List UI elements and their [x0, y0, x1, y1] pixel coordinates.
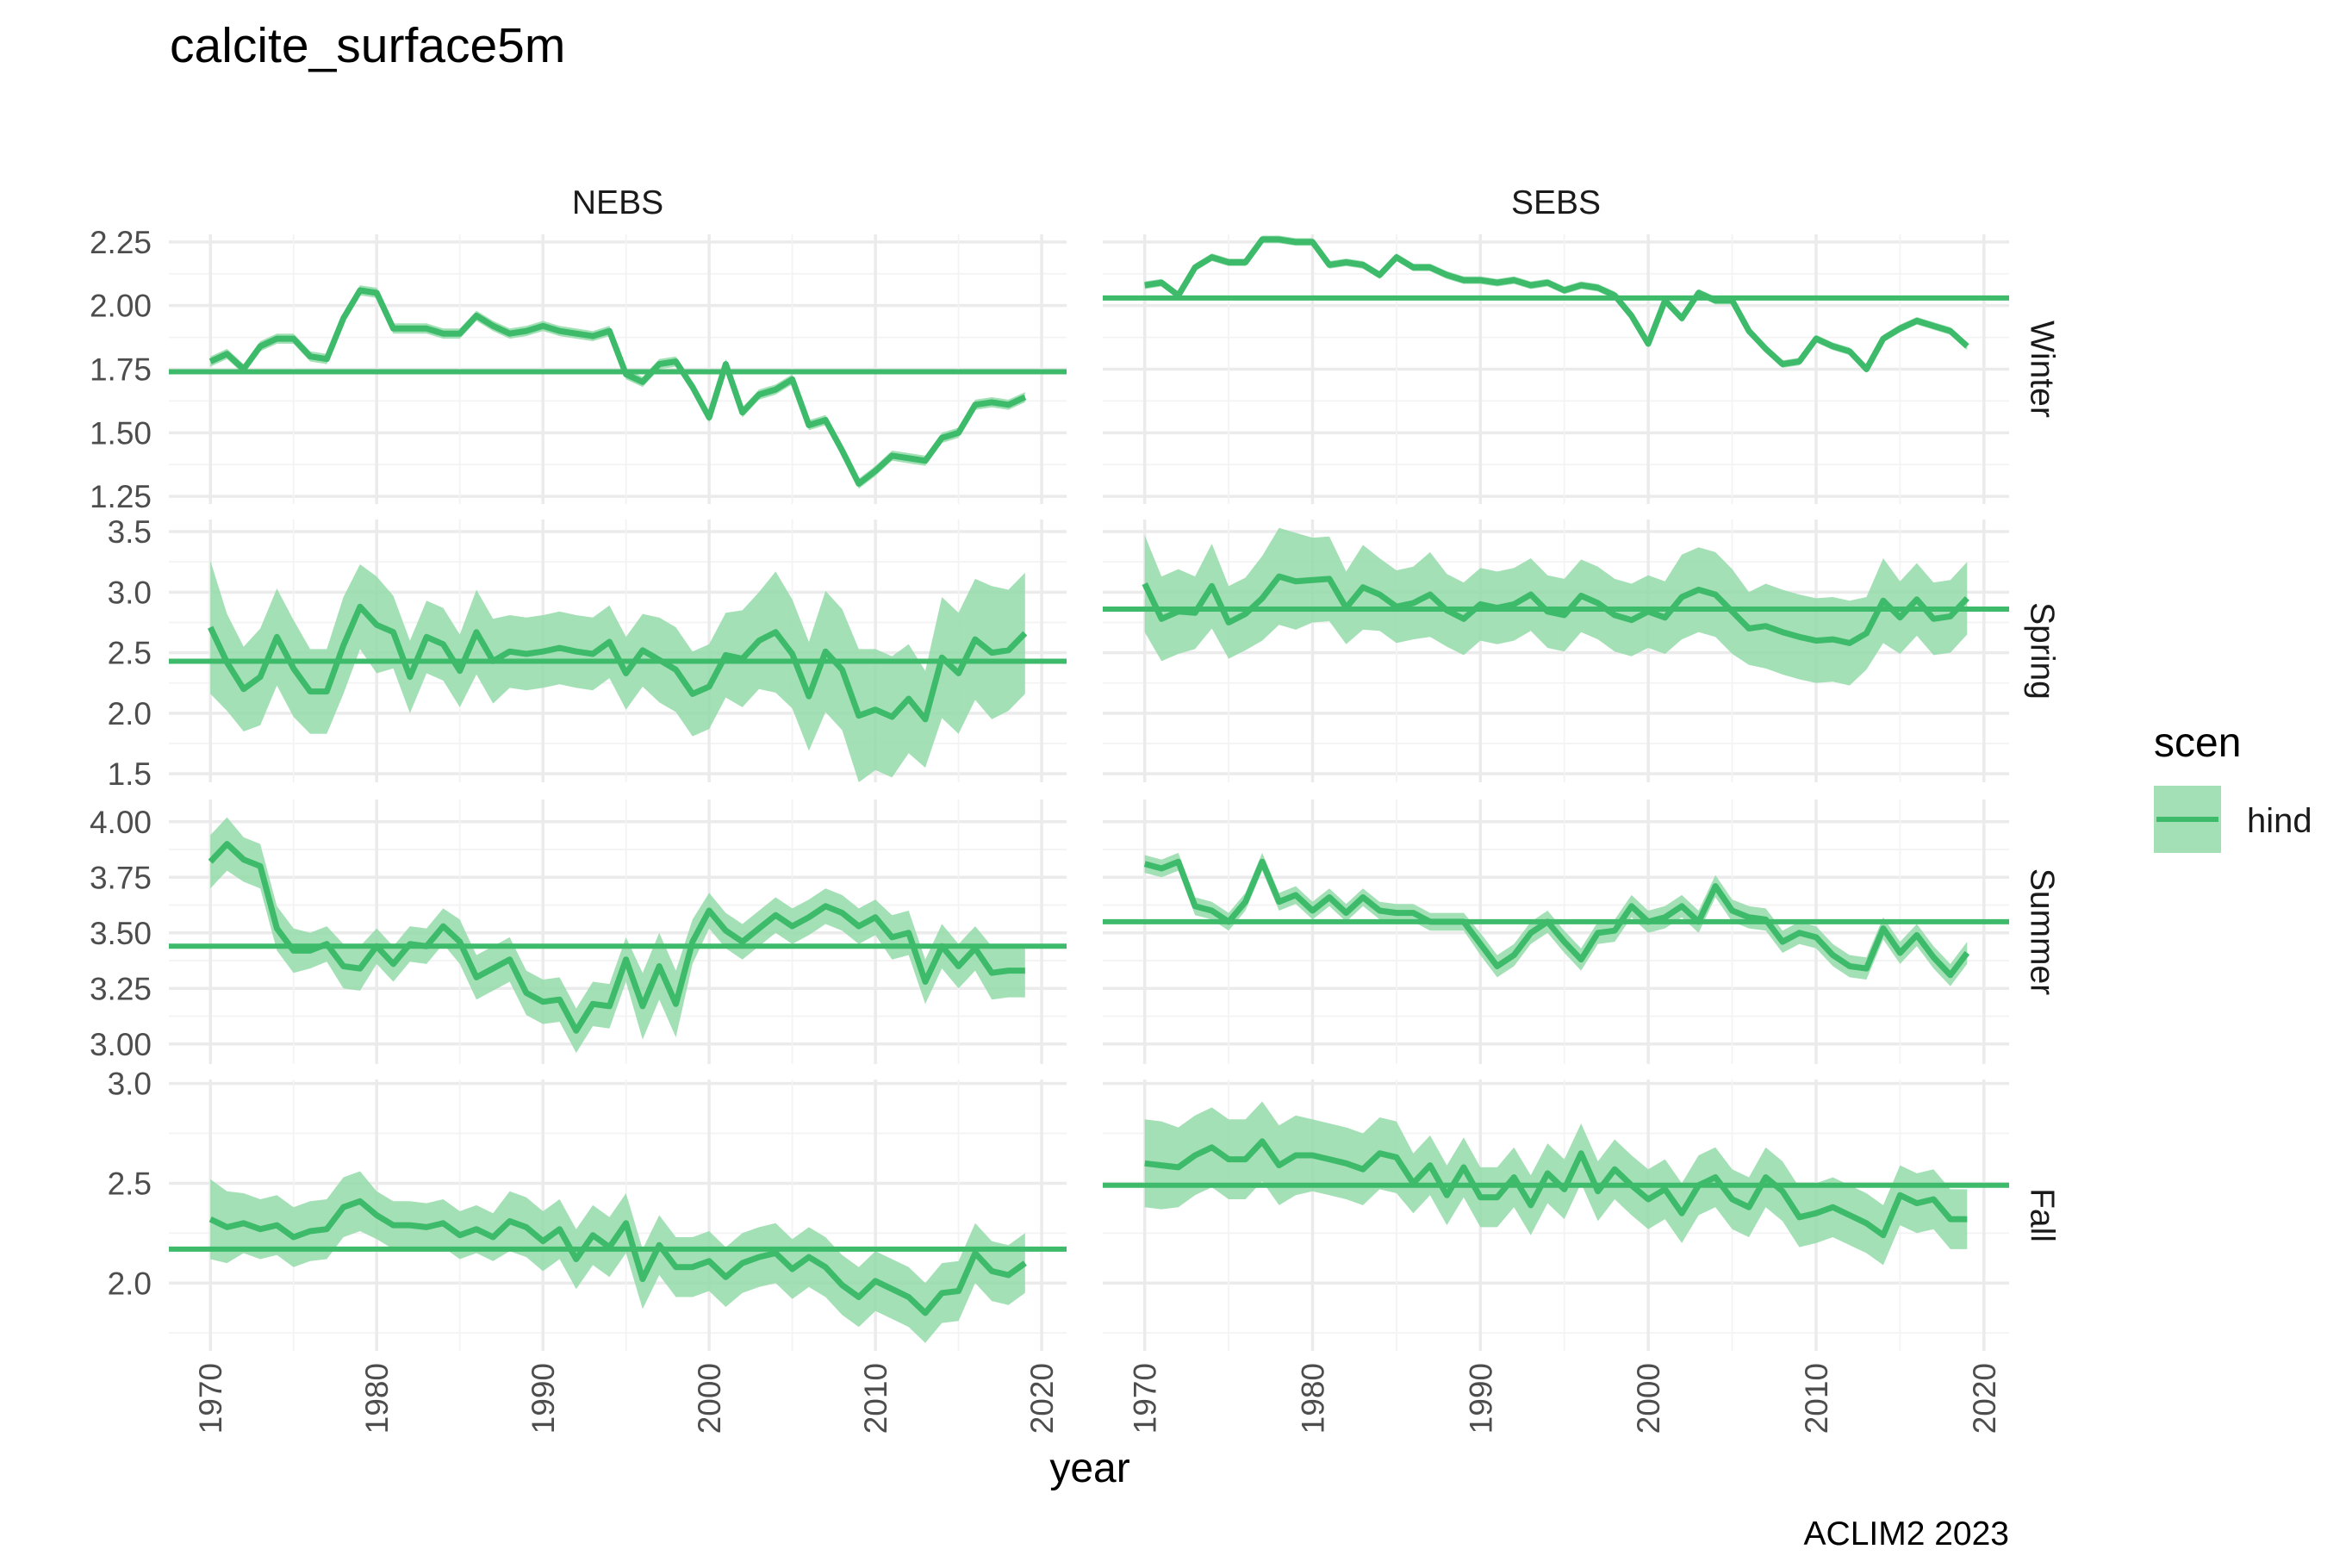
chart-caption: ACLIM2 2023	[1804, 1515, 2009, 1552]
x-tick-label: 1990	[1463, 1363, 1498, 1434]
ribbon-nebs-fall	[210, 1171, 1025, 1343]
strip-label-summer: Summer	[2024, 868, 2061, 995]
y-tick-label: 3.0	[108, 575, 152, 610]
series-line-nebs-spring	[208, 603, 1028, 723]
y-tick-label: 2.25	[90, 225, 152, 260]
ribbon-nebs-summer	[210, 817, 1025, 1054]
x-tick-label: 1980	[1296, 1363, 1331, 1434]
y-tick-label: 3.50	[90, 916, 152, 951]
y-tick-label: 3.25	[90, 971, 152, 1006]
strip-label-fall: Fall	[2024, 1188, 2061, 1242]
x-tick-label: 2010	[1799, 1363, 1834, 1434]
strip-label-winter: Winter	[2024, 320, 2061, 418]
x-tick-label: 2000	[692, 1363, 727, 1434]
y-tick-label: 1.75	[90, 352, 152, 388]
strip-label-spring: Spring	[2024, 602, 2061, 700]
legend-label-hind: hind	[2247, 802, 2312, 840]
y-tick-label: 2.5	[108, 636, 152, 671]
y-tick-label: 1.25	[90, 479, 152, 514]
legend-key	[2154, 786, 2221, 853]
ribbon-nebs-spring	[210, 560, 1025, 782]
panel-grid	[1103, 234, 2009, 504]
y-tick-label: 3.75	[90, 860, 152, 895]
x-tick-label: 2020	[1024, 1363, 1060, 1434]
strip-label-sebs: SEBS	[1511, 184, 1601, 221]
series-line-nebs-winter	[208, 287, 1027, 487]
x-tick-label: 2000	[1631, 1363, 1666, 1434]
x-tick-label: 1970	[193, 1363, 228, 1434]
y-tick-label: 3.0	[108, 1067, 152, 1102]
y-tick-label: 2.00	[90, 289, 152, 324]
y-tick-label: 1.5	[108, 756, 152, 792]
y-tick-label: 2.5	[108, 1166, 152, 1201]
series-line-sebs-summer	[1143, 858, 1970, 979]
strip-label-nebs: NEBS	[572, 184, 663, 221]
facet-panels: NEBS SEBS Winter Spring Summer Fall 1.25 1.50 1.…	[90, 184, 2061, 1434]
y-tick-label: 3.5	[108, 514, 152, 550]
series-line-nebs-summer	[208, 841, 1025, 1034]
series-line-nebs-fall	[208, 1198, 1027, 1316]
series-line-sebs-spring	[1142, 573, 1969, 646]
chart-title: calcite_surface5m	[170, 18, 565, 73]
series-line-sebs-winter	[1144, 236, 1969, 372]
x-axis-title: year	[1049, 1446, 1129, 1491]
y-tick-label: 2.0	[108, 696, 152, 731]
panel-grid	[169, 800, 1067, 1064]
y-tick-label: 4.00	[90, 805, 152, 840]
y-tick-label: 2.0	[108, 1266, 152, 1301]
legend-title: scen	[2154, 720, 2241, 766]
x-tick-label: 2020	[1967, 1363, 2002, 1434]
x-tick-label: 1990	[526, 1363, 561, 1434]
y-tick-label: 1.50	[90, 415, 152, 451]
series-line-sebs-fall	[1144, 1138, 1968, 1239]
x-tick-label: 1970	[1128, 1363, 1163, 1434]
x-tick-label: 1980	[359, 1363, 395, 1434]
y-tick-label: 3.00	[90, 1027, 152, 1062]
x-tick-label: 2010	[858, 1363, 893, 1434]
